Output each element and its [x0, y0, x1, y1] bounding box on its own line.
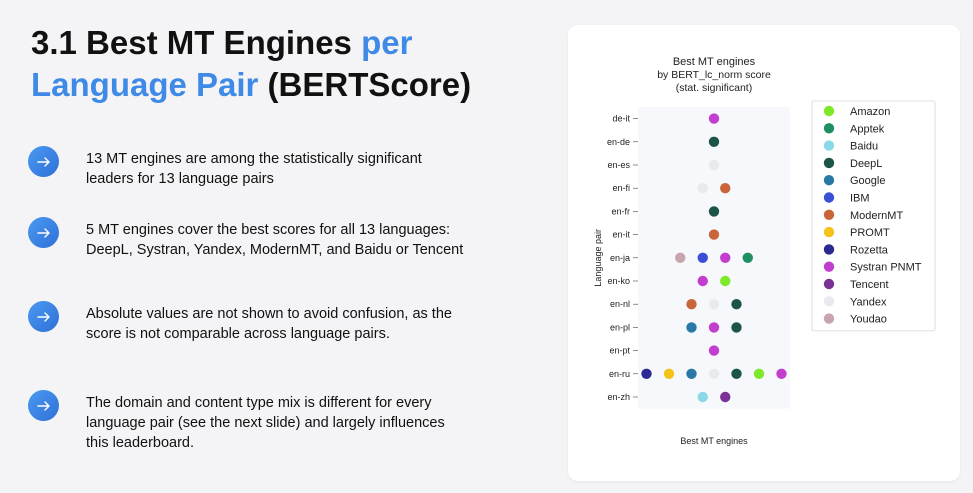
legend-marker [823, 278, 835, 290]
legend-label: Amazon [850, 106, 890, 118]
y-tick-label: en-fr [611, 206, 630, 216]
legend-marker [823, 226, 835, 238]
data-point [708, 322, 720, 333]
legend-marker [823, 123, 835, 134]
y-tick-label: en-ru [609, 369, 630, 379]
y-tick-label: en-fi [612, 183, 630, 193]
arrow-right-icon [28, 146, 59, 177]
data-point [708, 229, 720, 240]
arrow-right-icon [28, 301, 59, 332]
y-tick-label: en-ko [607, 276, 630, 286]
data-point [708, 159, 720, 171]
legend-marker [823, 244, 835, 255]
legend-marker [823, 192, 835, 203]
arrow-right-icon [28, 217, 59, 248]
bullet-text: 13 MT engines are among the statisticall… [86, 151, 422, 187]
data-point [686, 322, 697, 333]
legend-marker [823, 105, 835, 117]
data-point [708, 113, 720, 124]
chart-title-line: (stat. significant) [676, 82, 752, 94]
title-part2: (BERTScore) [258, 66, 472, 103]
title-accent1: per [361, 24, 413, 61]
legend-marker [823, 296, 835, 307]
legend-marker [823, 175, 835, 186]
y-tick-label: en-pl [610, 322, 630, 332]
data-point [720, 183, 731, 194]
data-point [697, 183, 708, 194]
chart-title-line: Best MT engines [673, 56, 756, 68]
legend-label: Google [850, 175, 885, 187]
slide-title: 3.1 Best MT Engines per Language Pair (B… [31, 22, 531, 106]
legend-label: Rozetta [850, 244, 889, 256]
chart-card: Best MT engines by BERT_lc_norm score (sta… [568, 25, 960, 481]
data-point [720, 275, 731, 287]
data-point [731, 368, 742, 379]
bullet-text: Absolute values are not shown to avoid c… [86, 306, 452, 342]
data-point [720, 252, 731, 263]
y-tick-label: en-nl [610, 299, 630, 309]
y-tick-label: de-it [612, 114, 630, 124]
legend-box [811, 100, 936, 332]
data-point [697, 252, 708, 263]
y-tick-label: en-pt [609, 346, 630, 356]
y-tick-label: en-de [607, 137, 630, 147]
legend-label: PROMT [850, 227, 890, 239]
y-tick-label: en-it [612, 230, 630, 240]
legend-label: Tencent [850, 279, 889, 291]
legend-label: Baidu [850, 141, 878, 153]
data-point [708, 136, 720, 147]
data-point [697, 391, 708, 403]
data-point [675, 252, 686, 263]
arrow-right-icon [28, 390, 59, 421]
data-point [708, 345, 720, 356]
legend-marker [823, 313, 835, 324]
legend-marker [823, 157, 835, 169]
y-axis-label: Language pair [593, 229, 603, 287]
y-tick-label: en-es [607, 160, 630, 170]
data-point [731, 299, 742, 310]
data-point [708, 368, 720, 379]
legend-label: DeepL [850, 158, 882, 170]
data-point [641, 368, 652, 379]
y-tick-label: en-ja [610, 253, 630, 263]
data-point [742, 252, 753, 263]
legend-label: Apptek [850, 123, 885, 135]
data-point [753, 368, 765, 379]
data-point [731, 322, 742, 333]
data-point [708, 299, 720, 310]
data-point [708, 206, 720, 217]
data-point [697, 275, 708, 287]
legend-label: Yandex [850, 296, 887, 308]
legend-label: Youdao [850, 314, 887, 326]
data-point [686, 299, 697, 310]
data-point [720, 391, 731, 403]
data-point [776, 368, 787, 379]
data-point [663, 368, 675, 379]
legend-marker [823, 261, 835, 272]
legend-marker [823, 140, 835, 151]
legend-label: IBM [850, 193, 870, 205]
bullet-text: The domain and content type mix is diffe… [86, 395, 445, 451]
chart-title-line: by BERT_lc_norm score [657, 69, 771, 81]
data-point [686, 368, 697, 379]
title-part1: 3.1 Best MT Engines [31, 24, 362, 61]
legend-marker [823, 209, 835, 220]
y-tick-label: en-zh [607, 392, 630, 402]
plot-area [638, 107, 790, 409]
title-accent2: Language Pair [31, 66, 259, 103]
bullet-text: 5 MT engines cover the best scores for a… [86, 222, 464, 258]
legend-label: Systran PNMT [850, 262, 922, 274]
x-axis-label: Best MT engines [680, 436, 748, 446]
legend-label: ModernMT [850, 210, 903, 222]
